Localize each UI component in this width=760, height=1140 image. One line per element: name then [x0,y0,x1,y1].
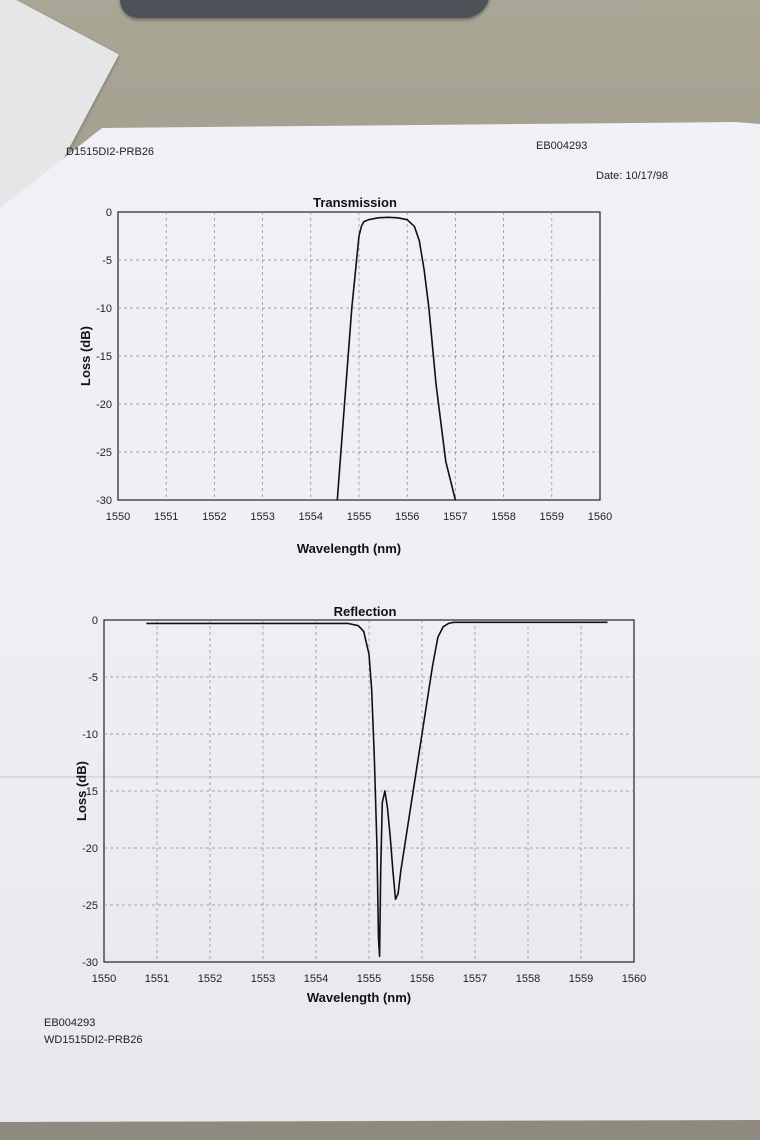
chart-transmission: 1550 1551 1552 1553 1554 1555 1556 1557 1558 1559… [78,195,612,556]
x-tick-label: 1556 [395,511,419,523]
x-tick-label: 1557 [443,511,467,523]
y-tick-label: -20 [82,843,98,855]
y-tick-label: -15 [82,786,98,798]
y-tick-label: -25 [96,447,112,459]
x-tick-label: 1554 [304,973,328,985]
y-tick-label: -10 [82,729,98,741]
series-line [146,621,608,958]
x-tick-label: 1550 [106,511,130,523]
x-tick-label: 1555 [357,973,381,985]
x-tick-label: 1554 [299,511,323,523]
x-tick-label: 1560 [622,973,646,985]
chart-title: Transmission [313,195,397,210]
x-tick-label: 1551 [154,511,178,523]
x-axis-label: Wavelength (nm) [307,990,411,1005]
y-tick-label: -25 [82,900,98,912]
part-number-header: D1515DI2-PRB26 [66,146,155,158]
x-tick-label: 1559 [540,511,564,523]
chart-reflection: 1550 1551 1552 1553 1554 1555 1556 1557 1558 1559… [74,604,646,1005]
y-axis-label: Loss (dB) [78,326,93,386]
x-tick-label: 1553 [251,973,275,985]
y-tick-label: -30 [96,495,112,507]
x-tick-label: 1555 [347,511,371,523]
serial-header: EB004293 [536,140,588,152]
y-tick-label: 0 [92,615,98,627]
chart-title: Reflection [334,604,397,619]
y-tick-label: -20 [96,399,112,411]
x-tick-label: 1560 [588,511,612,523]
x-tick-label: 1559 [569,973,593,985]
y-tick-label: -5 [102,255,112,267]
serial-footer: EB004293 [44,1017,96,1029]
date-header: Date: 10/17/98 [596,170,669,182]
y-tick-label: -5 [88,672,98,684]
x-tick-label: 1551 [145,973,169,985]
x-tick-label: 1558 [516,973,540,985]
x-tick-label: 1552 [202,511,226,523]
y-tick-label: -30 [82,957,98,969]
x-tick-label: 1552 [198,973,222,985]
x-tick-label: 1558 [491,511,515,523]
x-tick-label: 1550 [92,973,116,985]
x-axis-label: Wavelength (nm) [297,541,401,556]
y-axis-label: Loss (dB) [74,761,89,821]
y-tick-label: -15 [96,351,112,363]
y-tick-label: -10 [96,303,112,315]
series-line [336,216,457,501]
paper-fold [0,776,760,780]
y-tick-label: 0 [106,207,112,219]
x-tick-label: 1553 [250,511,274,523]
mouse-pad [120,0,490,18]
x-tick-label: 1557 [463,973,487,985]
part-number-footer: WD1515DI2-PRB26 [44,1034,143,1046]
x-tick-label: 1556 [410,973,434,985]
